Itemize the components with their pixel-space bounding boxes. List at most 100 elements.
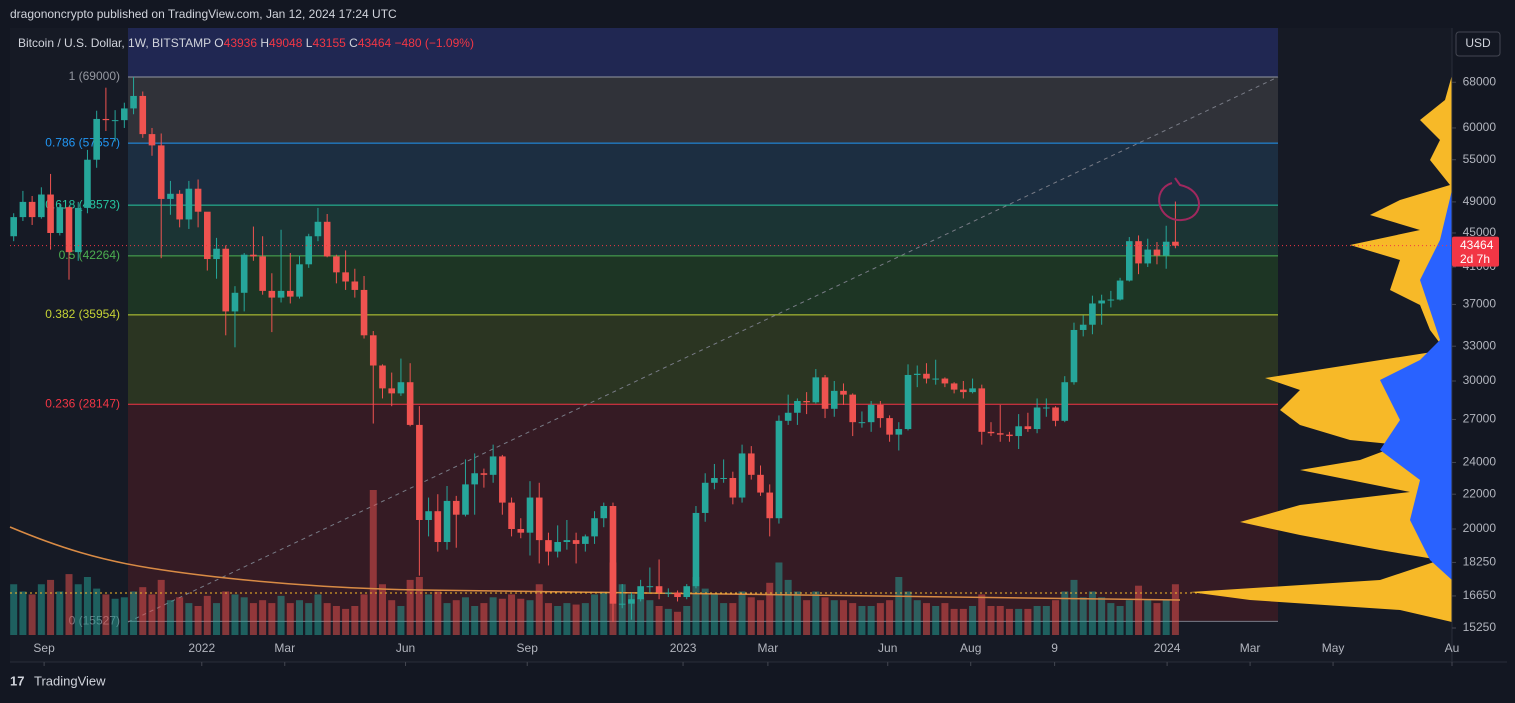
volume-bar <box>720 603 728 635</box>
candle-body <box>102 118 110 121</box>
candle-body <box>563 540 571 543</box>
candle-body <box>830 390 838 409</box>
candle-body <box>701 482 709 513</box>
candle-body <box>1033 407 1041 430</box>
candle-body <box>784 412 792 421</box>
candle-body <box>1126 241 1133 281</box>
volume-bar <box>1125 600 1133 635</box>
volume-ma <box>9 526 1181 601</box>
fib-zone <box>128 143 1278 206</box>
volume-bar <box>959 608 967 635</box>
volume-bar <box>277 595 285 635</box>
candle-body <box>877 404 884 419</box>
volume-bar <box>830 600 838 635</box>
volume-bar <box>28 594 36 635</box>
last-price: 43464 <box>1460 238 1494 252</box>
volume-bar <box>360 594 368 635</box>
volume-bar <box>701 588 709 635</box>
volume-bar <box>674 611 682 635</box>
candle-body <box>692 512 700 587</box>
volume-bar <box>1033 606 1041 635</box>
volume-bar <box>406 579 414 635</box>
candle-body <box>480 473 488 475</box>
candle-body <box>840 390 847 395</box>
symbol: Bitcoin / U.S. Dollar, 1W, BITSTAMP <box>18 36 211 50</box>
legend: Bitcoin / U.S. Dollar, 1W, BITSTAMP O439… <box>18 36 474 50</box>
fib-zone <box>128 314 1278 405</box>
price-axis <box>1452 28 1507 662</box>
candle-body <box>526 497 534 533</box>
brand-logo: 17 <box>10 673 24 688</box>
candle-body <box>342 272 349 282</box>
volume-bar <box>996 606 1004 635</box>
candle-body <box>139 95 147 135</box>
y-tick-label: 55000 <box>1463 152 1497 166</box>
currency-button[interactable] <box>1455 31 1501 57</box>
x-tick-label: Sep <box>33 641 55 655</box>
volume-bar <box>1171 584 1179 635</box>
candle-body <box>406 382 414 425</box>
candle-body <box>683 586 691 598</box>
candle-body <box>204 211 211 260</box>
volume-bar <box>563 603 571 635</box>
volume-bar <box>213 603 221 635</box>
volume-bar <box>231 594 239 635</box>
candle-body <box>1079 324 1087 330</box>
candle-body <box>803 401 810 403</box>
volume-bar <box>47 579 55 635</box>
candle-body <box>867 404 875 423</box>
candle-body <box>28 201 36 218</box>
candles <box>10 76 1179 623</box>
volume-bar <box>130 591 138 635</box>
x-tick-label: Aug <box>960 641 981 655</box>
volume-bar <box>803 600 811 635</box>
y-tick-label: 37000 <box>1463 297 1497 311</box>
candle-body <box>185 188 193 220</box>
x-tick-label: 9 <box>1051 641 1058 655</box>
candle-body <box>379 365 386 389</box>
candle-body <box>416 424 423 520</box>
volume-bar <box>858 606 866 635</box>
volume-bar <box>775 562 783 635</box>
volume-bar <box>600 591 608 635</box>
y-tick-label: 49000 <box>1463 194 1497 208</box>
volume-bar <box>683 606 691 635</box>
l-key: L <box>305 36 313 50</box>
currency: USD <box>1465 36 1491 50</box>
candle-body <box>582 536 589 544</box>
volume-bar <box>65 574 73 635</box>
volume-bar <box>120 597 128 635</box>
volume-bar <box>637 597 645 635</box>
y-tick-label: 18250 <box>1463 555 1497 569</box>
volume-bar <box>849 603 857 635</box>
h-key: H <box>260 36 270 50</box>
candle-body <box>296 264 303 297</box>
volume-bar <box>517 598 525 635</box>
candle-body <box>38 194 45 218</box>
candle-body <box>766 492 774 519</box>
volume-bar <box>461 597 469 635</box>
volume-bar <box>1116 606 1124 635</box>
volume-bar <box>1135 585 1143 635</box>
candle-body <box>665 592 672 594</box>
volume-bar <box>729 603 737 635</box>
last-price-box <box>1452 236 1499 267</box>
volume-bar <box>222 591 230 635</box>
volume-bar <box>332 606 340 635</box>
annotation-circle <box>1158 177 1200 222</box>
volume-bar <box>203 595 211 635</box>
candle-body <box>443 500 451 543</box>
y-tick-label: 16650 <box>1463 588 1497 602</box>
x-tick-label: 2023 <box>670 641 697 655</box>
publisher: dragononcrypto published on TradingView.… <box>10 7 397 21</box>
volume-bar <box>37 584 45 635</box>
volume-bar <box>1070 579 1078 635</box>
o-value: 43936 <box>223 36 258 50</box>
volume-bar <box>480 603 488 635</box>
y-tick-label: 60000 <box>1463 120 1497 134</box>
candle-body <box>987 431 995 434</box>
candle-body <box>231 292 239 312</box>
candle-body <box>277 290 285 298</box>
brand: TradingView <box>34 673 106 688</box>
